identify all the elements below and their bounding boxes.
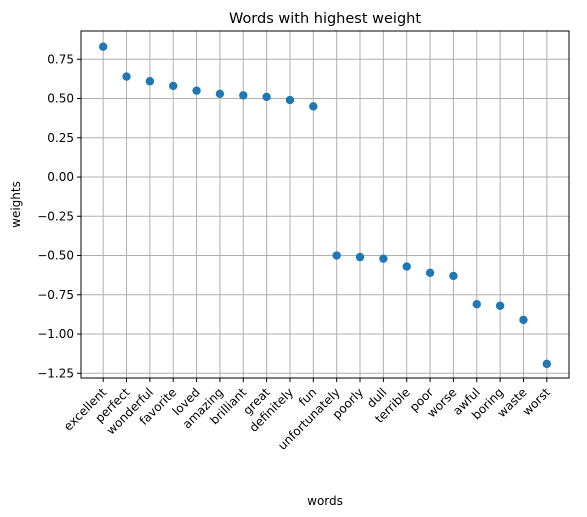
y-tick-label: −0.75: [37, 288, 74, 302]
data-point: [239, 91, 248, 100]
data-point: [169, 81, 178, 91]
data-point: [379, 254, 388, 263]
x-axis-ticks: excellentperfectwonderfulfavoritelovedam…: [61, 378, 553, 453]
data-point: [145, 77, 155, 86]
axes-frame: [80, 30, 570, 379]
y-tick-label: −0.25: [37, 209, 74, 223]
data-point: [285, 95, 295, 105]
data-point: [472, 300, 481, 309]
y-tick-label: −0.50: [37, 249, 74, 263]
y-tick-label: −1.25: [37, 366, 74, 380]
y-tick-label: 0.50: [47, 92, 74, 106]
data-points: [98, 42, 552, 369]
data-point: [542, 359, 552, 369]
chart-title: Words with highest weight: [229, 11, 421, 27]
y-tick-label: −1.00: [37, 327, 74, 341]
data-point: [98, 42, 108, 51]
data-point: [309, 102, 318, 111]
data-point: [425, 268, 435, 278]
y-axis-ticks: −1.25 −1.00 −0.75 −0.50 −0.25 0.00 0.25 0.50 0.7…: [37, 52, 81, 380]
data-point: [332, 251, 341, 260]
grid: [81, 31, 569, 378]
data-point: [122, 72, 131, 81]
x-axis-label: words: [307, 494, 343, 508]
data-point: [192, 86, 201, 95]
y-tick-label: 0.00: [47, 170, 74, 184]
data-point: [215, 89, 225, 99]
y-tick-label: 0.75: [47, 52, 74, 66]
x-tick-label: worst: [520, 385, 553, 418]
data-point: [262, 92, 271, 102]
y-axis-label: weights: [9, 181, 23, 228]
data-point: [519, 315, 528, 325]
data-point: [495, 301, 505, 310]
data-point: [449, 271, 458, 281]
y-tick-label: 0.25: [47, 131, 74, 145]
data-point: [355, 252, 365, 262]
data-point: [402, 262, 411, 271]
